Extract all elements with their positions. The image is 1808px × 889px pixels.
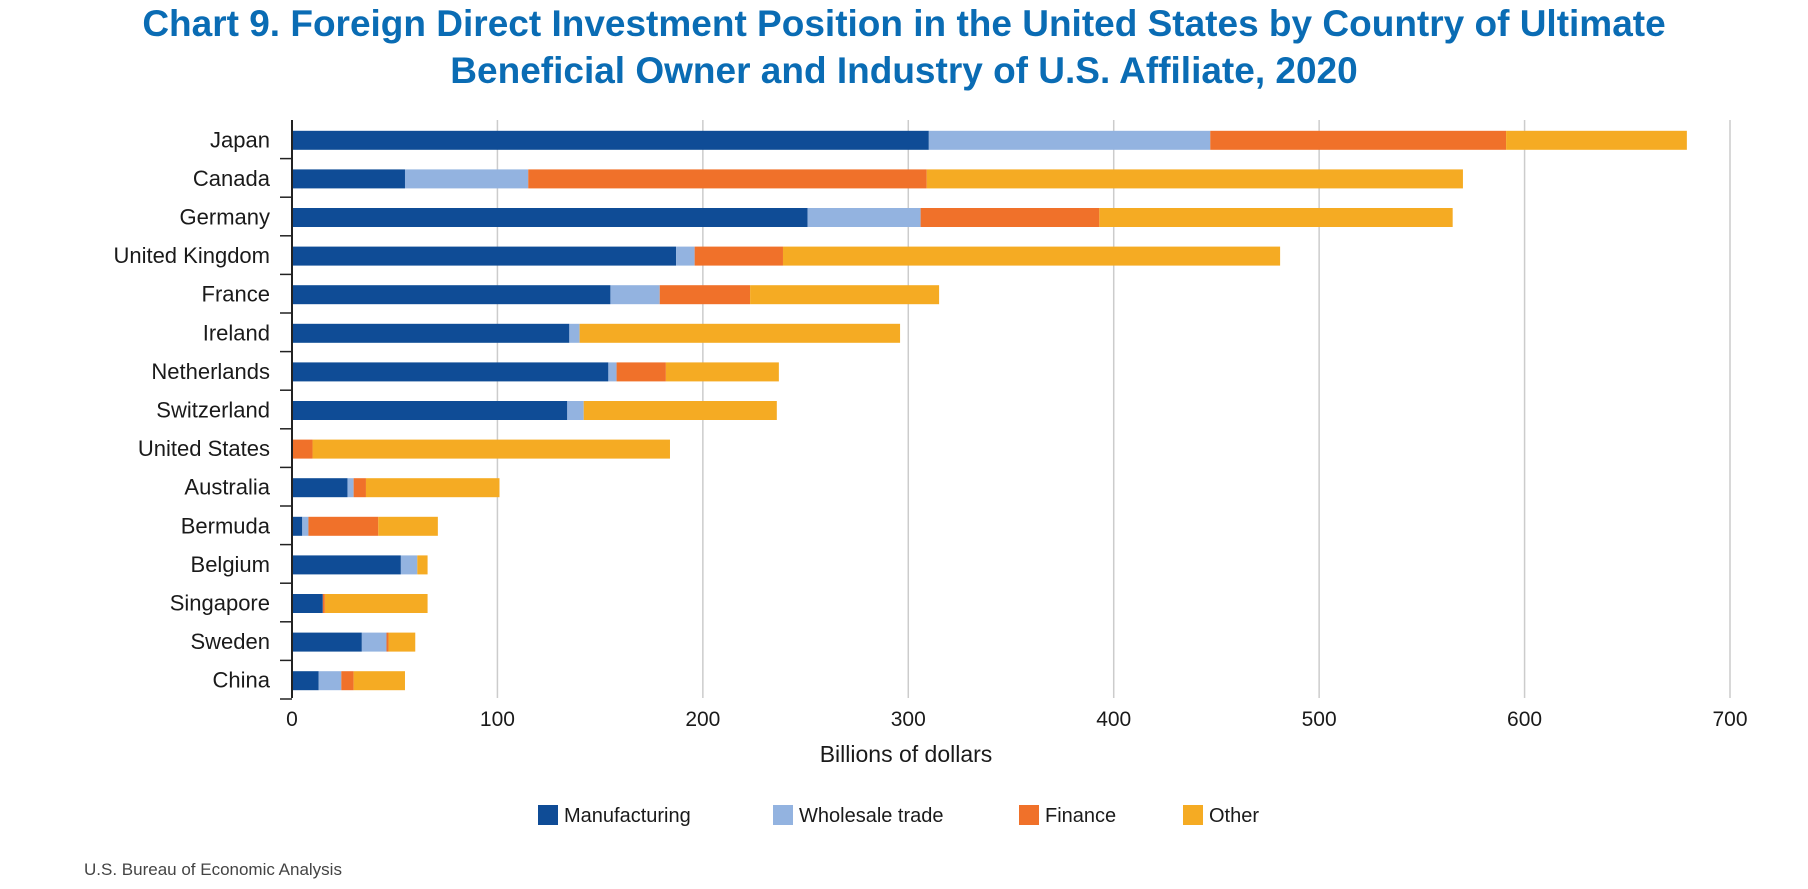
bar-segment — [928, 130, 1211, 150]
legend-swatch — [1019, 805, 1039, 825]
bar-segment — [302, 516, 309, 536]
bar-segment — [292, 208, 808, 227]
category-label: Sweden — [190, 629, 270, 654]
category-label: Belgium — [191, 552, 270, 577]
bar-segment — [378, 516, 438, 536]
bar-segment — [782, 246, 1281, 266]
category-label: Canada — [193, 166, 271, 191]
bar-segment — [353, 671, 405, 691]
bar-segment — [341, 671, 354, 691]
bar-segment — [292, 516, 303, 536]
x-tick-label: 700 — [1712, 708, 1747, 731]
legend-label: Manufacturing — [564, 805, 691, 827]
legend-label: Other — [1209, 805, 1259, 827]
bar-segment — [322, 594, 325, 613]
bar-segment — [659, 285, 751, 305]
bar-segment — [292, 671, 319, 691]
bar-segment — [579, 323, 901, 343]
bar-segment — [665, 362, 779, 382]
category-label: France — [202, 282, 270, 307]
category-label: Japan — [210, 127, 270, 152]
bar-segment — [1099, 208, 1453, 227]
bar-segment — [292, 169, 405, 189]
category-label: Switzerland — [156, 398, 270, 423]
bar-segment — [610, 285, 660, 305]
bar-segment — [404, 169, 529, 189]
bar-segment — [324, 594, 428, 613]
x-tick-label: 400 — [1096, 708, 1131, 731]
x-tick-label: 0 — [286, 708, 298, 731]
bar-segment — [292, 130, 929, 150]
bar-segment — [417, 555, 428, 575]
bar-segment — [347, 478, 354, 498]
bar-segment — [616, 362, 666, 382]
category-label: Singapore — [170, 591, 270, 616]
bar-segment — [365, 478, 500, 498]
chart-title-line-1: Chart 9. Foreign Direct Investment Posit… — [142, 3, 1666, 44]
labels: 0 100 200 300 400 500 600 700 Japan Canada Germany… — [113, 127, 1747, 731]
source-note: U.S. Bureau of Economic Analysis — [84, 860, 342, 879]
bar-segment — [312, 439, 670, 459]
legend-label: Finance — [1045, 805, 1116, 827]
bar-segment — [400, 555, 418, 575]
legend-swatch — [538, 805, 558, 825]
bar-segment — [386, 632, 389, 652]
x-tick-label: 300 — [891, 708, 926, 731]
axes — [280, 120, 293, 700]
bar-segment — [292, 478, 348, 498]
bar-segment — [920, 208, 1100, 227]
bar-segment — [807, 208, 921, 227]
legend-swatch — [773, 805, 793, 825]
category-label: Germany — [180, 205, 270, 230]
bar-segment — [292, 285, 611, 305]
x-tick-label: 200 — [685, 708, 720, 731]
bar-segment — [292, 362, 609, 382]
bar-segment — [676, 246, 695, 266]
bar-segment — [353, 478, 366, 498]
legend-swatch — [1183, 805, 1203, 825]
category-label: United Kingdom — [113, 243, 270, 268]
category-label: Bermuda — [181, 513, 271, 538]
bar-segment — [292, 594, 323, 613]
bar-segment — [292, 401, 568, 420]
bar-segment — [569, 323, 580, 343]
legend: Manufacturing Wholesale trade Finance Other — [538, 805, 1259, 827]
bar-segment — [926, 169, 1463, 189]
bar-segment — [292, 439, 313, 459]
bar-segment — [292, 246, 677, 266]
x-tick-label: 600 — [1507, 708, 1542, 731]
x-axis-title: Billions of dollars — [820, 741, 993, 767]
x-tick-label: 100 — [480, 708, 515, 731]
category-label: United States — [138, 436, 270, 461]
bars — [292, 130, 1687, 691]
bar-segment — [1506, 130, 1687, 150]
bar-segment — [361, 632, 387, 652]
bar-segment — [388, 632, 416, 652]
bar-segment — [292, 555, 401, 575]
category-label: Australia — [184, 475, 270, 500]
bar-segment — [308, 516, 379, 536]
category-label: Ireland — [203, 320, 270, 345]
legend-label: Wholesale trade — [799, 805, 944, 827]
bar-segment — [583, 401, 777, 420]
chart-title: Chart 9. Foreign Direct Investment Posit… — [0, 0, 1808, 94]
chart-title-line-2: Beneficial Owner and Industry of U.S. Af… — [450, 50, 1358, 91]
bar-segment — [292, 323, 570, 343]
bar-segment — [567, 401, 584, 420]
bar-segment — [750, 285, 940, 305]
category-label: China — [213, 668, 271, 693]
bar-segment — [694, 246, 783, 266]
bar-segment — [528, 169, 927, 189]
bar-segment — [608, 362, 617, 382]
bar-segment — [1210, 130, 1507, 150]
bar-segment — [292, 632, 362, 652]
category-label: Netherlands — [151, 359, 270, 384]
x-tick-label: 500 — [1302, 708, 1337, 731]
bar-segment — [318, 671, 342, 691]
